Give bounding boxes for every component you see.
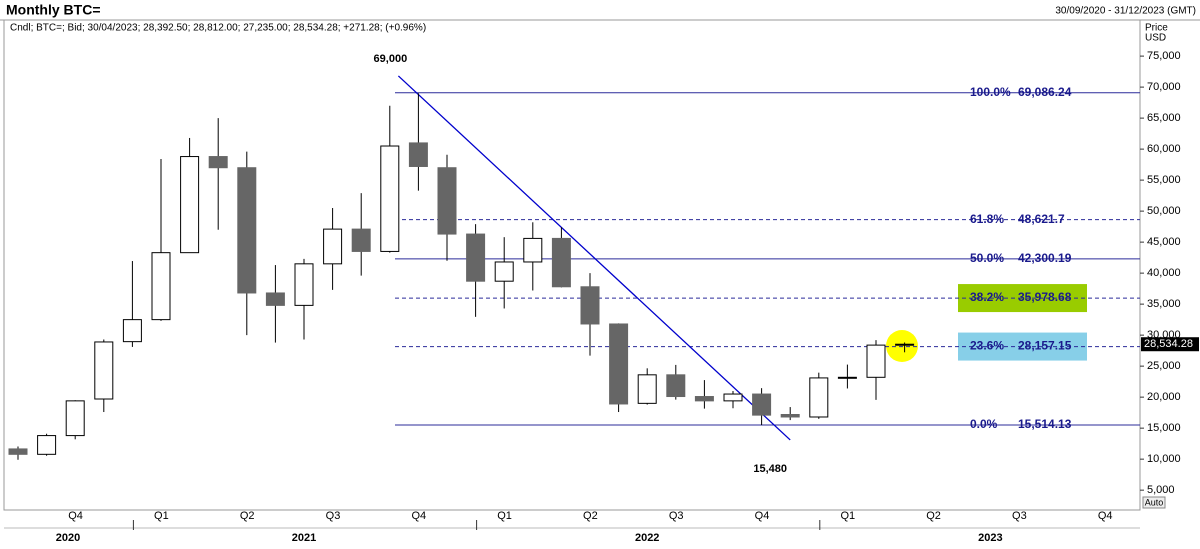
y-tick-label: 75,000 bbox=[1147, 50, 1181, 62]
fib-name: 61.8% bbox=[970, 212, 1004, 226]
candle-body bbox=[323, 228, 343, 265]
candle-body bbox=[551, 237, 571, 288]
y-tick-label: 40,000 bbox=[1147, 267, 1181, 279]
highlight-circle bbox=[886, 330, 918, 362]
x-tick-label: Q4 bbox=[411, 510, 426, 522]
candle-body bbox=[609, 323, 629, 405]
candle-body bbox=[294, 263, 314, 306]
candle-body bbox=[523, 237, 543, 263]
y-tick-label: 70,000 bbox=[1147, 81, 1181, 93]
x-tick-label: Q2 bbox=[583, 510, 598, 522]
candle-body bbox=[265, 292, 285, 306]
x-tick-label: Q4 bbox=[755, 510, 770, 522]
candle-body bbox=[809, 377, 829, 418]
year-label: 2020 bbox=[56, 532, 80, 544]
candle-body bbox=[723, 393, 743, 402]
y-axis-title: Price bbox=[1145, 23, 1168, 34]
candle-body bbox=[666, 374, 686, 398]
candle-body bbox=[237, 167, 257, 294]
annotation: 69,000 bbox=[374, 53, 408, 65]
plot bbox=[8, 75, 915, 460]
year-label: 2023 bbox=[978, 532, 1002, 544]
candle-body bbox=[408, 142, 428, 167]
y-tick-label: 20,000 bbox=[1147, 391, 1181, 403]
candle-body bbox=[895, 343, 915, 346]
candle-body bbox=[752, 393, 772, 416]
fib-value: 48,621.7 bbox=[1018, 212, 1065, 226]
x-tick-label: Q3 bbox=[669, 510, 684, 522]
candle-body bbox=[94, 341, 114, 400]
candle-body bbox=[466, 233, 486, 282]
candle-body bbox=[494, 261, 514, 282]
fib-value: 42,300.19 bbox=[1018, 251, 1072, 265]
year-label: 2022 bbox=[635, 532, 659, 544]
fib-name: 0.0% bbox=[970, 417, 998, 431]
candle-body bbox=[637, 374, 657, 404]
candle-body bbox=[65, 400, 85, 437]
y-axis-unit: USD bbox=[1145, 33, 1166, 44]
fib-name: 100.0% bbox=[970, 85, 1011, 99]
year-label: 2021 bbox=[292, 532, 316, 544]
x-tick-label: Q2 bbox=[926, 510, 941, 522]
candle-body bbox=[437, 167, 457, 235]
candle-body bbox=[780, 414, 800, 418]
plot-frame bbox=[3, 19, 1141, 511]
candle-body bbox=[866, 344, 886, 378]
fib-name: 38.2% bbox=[970, 290, 1004, 304]
y-tick-label: 10,000 bbox=[1147, 453, 1181, 465]
fib-value: 15,514.13 bbox=[1018, 417, 1072, 431]
trendline bbox=[397, 75, 791, 441]
auto-button-label[interactable]: Auto bbox=[1145, 497, 1164, 507]
y-tick-label: 15,000 bbox=[1147, 422, 1181, 434]
candle-body bbox=[151, 252, 171, 321]
x-tick-label: Q4 bbox=[1098, 510, 1113, 522]
info-line: Cndl; BTC=; Bid; 30/04/2023; 28,392.50; … bbox=[10, 23, 426, 34]
x-tick-label: Q1 bbox=[840, 510, 855, 522]
fib-group: 100.0% 69,086.24 61.8% 48,621.7 50.0% 42,300.… bbox=[395, 85, 1140, 431]
auto-button[interactable] bbox=[1142, 496, 1166, 509]
candle-body bbox=[837, 376, 857, 379]
fib-value: 35,978.68 bbox=[1018, 290, 1072, 304]
fib-value: 69,086.24 bbox=[1018, 85, 1072, 99]
x-tick-label: Q3 bbox=[1012, 510, 1027, 522]
y-tick-label: 55,000 bbox=[1147, 174, 1181, 186]
x-tick-label: Q1 bbox=[154, 510, 169, 522]
y-tick-label: 25,000 bbox=[1147, 360, 1181, 372]
candle-body bbox=[122, 319, 142, 343]
candle-body bbox=[380, 145, 400, 252]
fib-name: 23.6% bbox=[970, 339, 1004, 353]
fib-name: 50.0% bbox=[970, 251, 1004, 265]
last-price-box bbox=[1141, 337, 1199, 352]
x-tick-label: Q4 bbox=[68, 510, 83, 522]
x-tick-label: Q2 bbox=[240, 510, 255, 522]
annotation: 15,480 bbox=[753, 463, 787, 475]
fib-value: 28,157.15 bbox=[1018, 339, 1072, 353]
candle-body bbox=[8, 448, 28, 455]
candle-body bbox=[180, 156, 200, 254]
x-tick-label: Q1 bbox=[497, 510, 512, 522]
y-tick-label: 35,000 bbox=[1147, 298, 1181, 310]
candle-body bbox=[37, 435, 57, 455]
y-tick-label: 60,000 bbox=[1147, 143, 1181, 155]
candle-body bbox=[694, 396, 714, 402]
candle-body bbox=[580, 286, 600, 325]
date-range: 30/09/2020 - 31/12/2023 (GMT) bbox=[1055, 6, 1196, 17]
x-tick-label: Q3 bbox=[326, 510, 341, 522]
last-price-label: 28,534.28 bbox=[1144, 338, 1193, 350]
y-tick-label: 45,000 bbox=[1147, 236, 1181, 248]
candle-body bbox=[351, 228, 371, 252]
candle-body bbox=[208, 156, 228, 169]
y-tick-label: 5,000 bbox=[1147, 484, 1175, 496]
y-tick-label: 50,000 bbox=[1147, 205, 1181, 217]
chart-title: Monthly BTC= bbox=[6, 2, 101, 18]
y-tick-label: 65,000 bbox=[1147, 112, 1181, 124]
